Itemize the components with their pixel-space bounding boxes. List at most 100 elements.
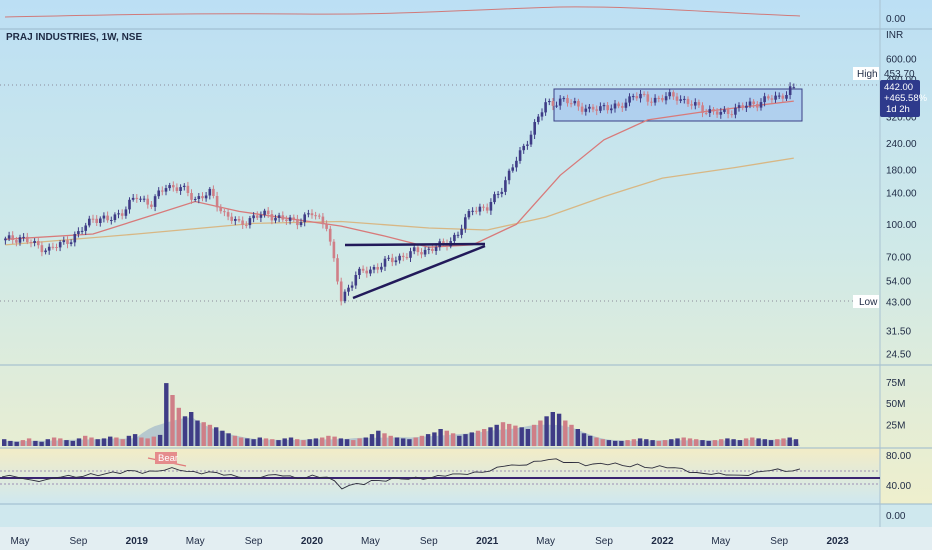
candle-body: [55, 247, 58, 248]
volume-bar: [238, 437, 244, 446]
volume-bar: [550, 412, 555, 446]
candle-body: [18, 237, 22, 243]
candle-body: [383, 258, 387, 267]
candle-body: [37, 241, 40, 246]
candle-body: [427, 248, 431, 250]
candle-body: [226, 212, 230, 217]
volume-bars: [2, 383, 799, 447]
triangle-support-line: [352, 244, 486, 300]
candle-body: [288, 217, 292, 221]
candle-body: [540, 112, 544, 117]
candle-body: [478, 206, 482, 212]
candle-body: [719, 111, 723, 115]
candles: [4, 82, 796, 306]
candle-body: [507, 170, 511, 181]
candle-body: [767, 96, 770, 99]
volume-bar: [58, 438, 63, 446]
candle-body: [504, 180, 507, 192]
low-tag: Low: [859, 297, 878, 308]
volume-bar: [145, 438, 150, 446]
price-tick: 54.00: [886, 277, 911, 288]
time-tick: May: [186, 536, 205, 547]
candle-body: [602, 105, 606, 107]
volume-bar: [469, 432, 474, 446]
volume-bar: [669, 439, 674, 446]
candle-body: [672, 92, 675, 97]
candle-body: [223, 211, 226, 213]
volume-bar: [39, 441, 44, 447]
candle-body: [307, 213, 310, 215]
volume-bar: [332, 436, 337, 446]
candle-body: [646, 94, 650, 102]
volume-bar: [457, 435, 462, 446]
candle-body: [398, 255, 401, 261]
candle-body: [675, 96, 679, 101]
volume-bar: [295, 439, 300, 446]
candle-body: [741, 105, 744, 108]
candle-body: [566, 98, 569, 104]
volume-bar: [600, 439, 605, 446]
candle-body: [701, 105, 704, 113]
candle-body: [88, 218, 91, 226]
time-tick: May: [361, 536, 380, 547]
candle-body: [215, 196, 219, 208]
volume-bar: [712, 440, 718, 446]
candle-body: [621, 106, 624, 108]
candle-body: [277, 215, 281, 218]
candle-body: [347, 287, 350, 292]
time-tick: 2020: [301, 536, 324, 547]
candle-body: [697, 102, 701, 106]
time-tick: Sep: [770, 536, 788, 547]
candle-body: [157, 190, 160, 197]
price-tick: 24.50: [886, 350, 911, 361]
candle-body: [401, 255, 405, 258]
candle-body: [314, 215, 317, 217]
rsi-tick: 0.00: [886, 511, 906, 522]
volume-bar: [351, 440, 356, 446]
candle-body: [212, 188, 215, 196]
candle-body: [555, 105, 558, 107]
candle-body: [161, 190, 164, 192]
volume-bar: [51, 437, 57, 446]
time-tick: May: [711, 536, 730, 547]
candle-body: [489, 202, 493, 211]
candle-body: [460, 228, 463, 235]
symbol-title: PRAJ INDUSTRIES, 1W, NSE: [6, 32, 142, 43]
candle-body: [106, 215, 109, 221]
volume-bar: [644, 439, 649, 446]
candle-body: [686, 98, 690, 105]
candle-body: [274, 217, 277, 221]
candle-body: [420, 252, 423, 255]
rsi-scale: 80.00 40.00 0.00: [886, 451, 911, 522]
volume-bar: [20, 440, 26, 446]
volume-bar: [83, 435, 88, 446]
time-axis-background: [0, 527, 932, 550]
volume-bar: [450, 433, 456, 447]
volume-bar: [214, 427, 219, 446]
volume-bar: [344, 439, 350, 446]
candle-body: [464, 217, 467, 229]
candle-body: [245, 224, 248, 226]
volume-bar: [700, 440, 705, 446]
candle-body: [120, 213, 124, 216]
candle-body: [591, 106, 595, 110]
candle-body: [361, 268, 365, 271]
time-tick: 2023: [826, 536, 849, 547]
candle-body: [376, 267, 379, 270]
price-tick: 320.00: [886, 113, 917, 124]
volume-bar: [681, 437, 686, 446]
price-tick: 180.00: [886, 166, 917, 177]
time-tick: May: [536, 536, 555, 547]
rsi-line: [1, 458, 801, 490]
top-pane-tick: 0.00: [886, 14, 906, 25]
candle-body: [26, 236, 29, 243]
volume-bar: [245, 438, 250, 446]
volume-bar: [762, 439, 767, 446]
volume-bar: [33, 440, 38, 446]
candle-body: [387, 257, 390, 259]
candle-body: [142, 198, 146, 200]
candle-body: [332, 241, 336, 259]
candle-body: [95, 218, 98, 223]
candle-body: [29, 242, 33, 244]
volume-bar: [781, 438, 786, 446]
